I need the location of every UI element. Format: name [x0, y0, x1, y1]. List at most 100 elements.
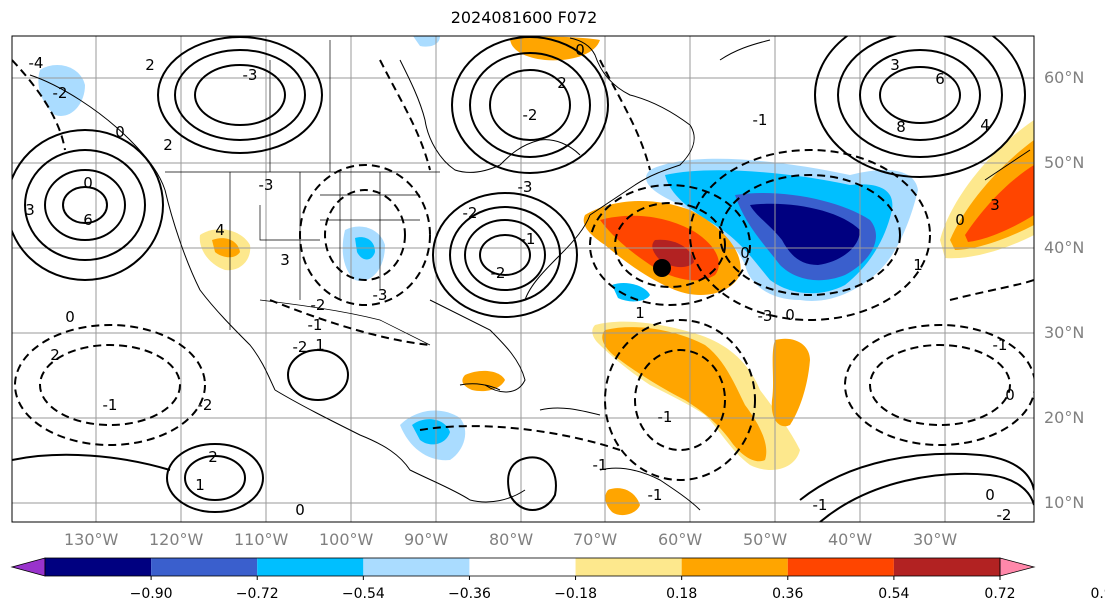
contour-label: 2 — [557, 74, 567, 92]
positive-anomaly-subtropical-mid — [602, 327, 767, 462]
longitude-label: 100°W — [319, 530, 374, 549]
contour-label: 0 — [740, 244, 750, 262]
map-plot-area — [12, 36, 1034, 522]
contour-label: -1 — [521, 230, 536, 248]
longitude-label: 120°W — [149, 530, 204, 549]
contour-label: -1 — [308, 316, 323, 334]
positive-anomaly-east-mid — [771, 338, 810, 427]
contour-label: 0 — [83, 174, 93, 192]
contour-label: 6 — [83, 211, 93, 229]
contour-label: 4 — [215, 221, 225, 239]
contour-label: -2 — [997, 506, 1012, 524]
contour-label: -1 — [648, 486, 663, 504]
positive-anomaly-gulf — [605, 488, 640, 516]
contour-label: -2 — [463, 204, 478, 222]
positive-anomaly-labrador — [510, 36, 600, 61]
longitude-label: 90°W — [404, 530, 449, 549]
contour-label: 1 — [635, 304, 645, 322]
colorbar-segment — [363, 558, 470, 576]
colorbar-tick-label: −0.54 — [341, 586, 385, 602]
longitude-label: 130°W — [64, 530, 119, 549]
contour-label: -2 — [53, 84, 68, 102]
colorbar-segment — [45, 558, 152, 576]
colorbar-segment — [151, 558, 258, 576]
contour-label: 3 — [280, 251, 290, 269]
negative-anomaly-atlantic-core — [750, 203, 860, 265]
longitude-label: 50°W — [743, 530, 788, 549]
colorbar-extend-high — [999, 557, 1036, 577]
contour-label: 8 — [896, 118, 906, 136]
contour-label: -3 — [259, 176, 274, 194]
contour-label: 0 — [575, 41, 585, 59]
positive-contours — [12, 36, 1034, 522]
map-title: 2024081600 F072 — [450, 8, 598, 27]
colorbar-extend-low — [10, 557, 46, 577]
colorbar-tick-label: 0.36 — [772, 586, 804, 602]
colorbar-tick-label: 0.54 — [878, 586, 910, 602]
political-borders — [165, 40, 440, 346]
contour-label: 3 — [890, 56, 900, 74]
contour-label: 3 — [990, 196, 1000, 214]
colorbar-tick-label: −0.18 — [554, 586, 597, 602]
negative-anomaly-hudson — [413, 36, 440, 47]
contour-label: 0 — [985, 486, 995, 504]
contour-label: -1 — [593, 456, 608, 474]
negative-anomaly-bermuda — [612, 283, 650, 302]
contour-label: 0 — [115, 123, 125, 141]
longitude-label: 40°W — [828, 530, 873, 549]
contour-label: -1 — [813, 496, 828, 514]
negative-contours — [12, 59, 1034, 481]
latitude-label: 30°N — [1044, 323, 1085, 342]
colorbar-tick-label: 0.18 — [666, 586, 698, 602]
colorbar-frame — [44, 557, 1001, 577]
colorbar-tick-label: 0.90 — [1090, 586, 1105, 602]
latitude-label: 50°N — [1044, 153, 1085, 172]
contour-label: 0 — [1005, 386, 1015, 404]
contour-label: 2 — [50, 346, 60, 364]
contour-label: -2 — [491, 264, 506, 282]
colorbar-segment — [681, 558, 788, 576]
contour-label: -2 — [311, 296, 326, 314]
colorbar-tick-label: −0.72 — [235, 586, 279, 602]
latitude-label: 40°N — [1044, 238, 1085, 257]
colorbar-segment — [469, 558, 576, 576]
colorbar-tick-label: −0.36 — [447, 586, 491, 602]
contour-label: -1 — [753, 111, 768, 129]
contour-label: -3 — [518, 178, 533, 196]
contour-label: 2 — [145, 56, 155, 74]
longitude-label: 70°W — [573, 530, 618, 549]
contour-label: 3 — [25, 201, 35, 219]
colorbar-tick-label: 0.72 — [984, 586, 1016, 602]
contour-label: 4 — [980, 116, 990, 134]
contour-label: -4 — [29, 54, 44, 72]
longitude-label: 80°W — [489, 530, 534, 549]
longitude-label: 110°W — [234, 530, 289, 549]
latitude-label: 10°N — [1044, 493, 1085, 512]
colorbar-segment — [575, 558, 682, 576]
coastlines — [29, 37, 1031, 511]
colorbar-segment — [257, 558, 364, 576]
contour-label: 1 — [315, 336, 325, 354]
positive-anomaly-ne-atlantic-core — [965, 165, 1034, 242]
contour-label: 1 — [195, 476, 205, 494]
colorbar-segment — [787, 558, 894, 576]
contour-label-layer: -4-202-3306-343-2-3-1-2-3-2-1-222-20-136… — [25, 41, 1015, 524]
contour-label: 2 — [208, 448, 218, 466]
contour-label: -1 — [658, 408, 673, 426]
colorbar-tick-label: −0.90 — [129, 586, 173, 602]
contour-label: -2 — [523, 106, 538, 124]
colorbar-segment — [893, 558, 1000, 576]
contour-label: 6 — [935, 70, 945, 88]
contour-label: -2 — [198, 396, 213, 414]
contour-label: 1 — [913, 256, 923, 274]
contour-label: -3 — [373, 286, 388, 304]
contour-label: -3 — [758, 307, 773, 325]
map-frame — [11, 35, 1035, 523]
contour-label: -2 — [293, 338, 308, 356]
contour-label: 0 — [65, 308, 75, 326]
latitude-label: 20°N — [1044, 408, 1085, 427]
contour-label: 2 — [163, 136, 173, 154]
contour-label: 0 — [295, 501, 305, 519]
contour-label: -1 — [993, 336, 1008, 354]
